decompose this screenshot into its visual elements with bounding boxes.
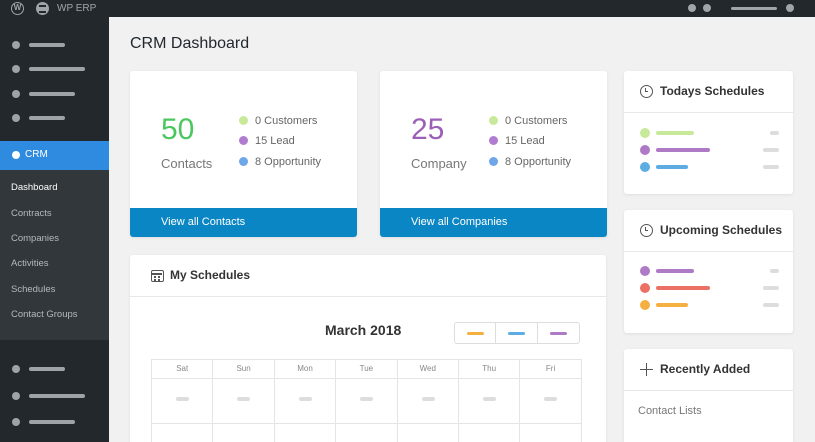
- legend-opportunity: 8 Opportunity: [239, 156, 321, 169]
- submenu-activities[interactable]: Activities: [11, 258, 49, 269]
- legend-customers: 0 Customers: [489, 115, 567, 128]
- todays-schedules-card: Todays Schedules: [624, 71, 793, 194]
- calendar-day-header: Sun: [213, 359, 274, 379]
- calendar-column[interactable]: Mon: [274, 359, 337, 442]
- admin-bar-icon[interactable]: [786, 4, 794, 12]
- admin-bar: W WP ERP: [0, 0, 815, 17]
- recently-added-tab-contact-lists[interactable]: Contact Lists: [638, 405, 702, 417]
- card-title: My Schedules: [170, 268, 251, 282]
- calendar-column[interactable]: Sat: [152, 359, 214, 442]
- calendar-day-header: Fri: [520, 359, 581, 379]
- page-title: CRM Dashboard: [130, 35, 250, 52]
- sidebar-item-crm[interactable]: CRM: [0, 141, 109, 170]
- sidebar-menu-item[interactable]: [12, 65, 92, 73]
- companies-label: Company: [411, 156, 467, 171]
- admin-bar-title[interactable]: WP ERP: [57, 3, 97, 14]
- my-schedules-card: My Schedules March 2018 Sat Sun Mon Tue …: [130, 255, 606, 442]
- sidebar-menu-item[interactable]: [12, 90, 92, 98]
- calendar-day-header: Thu: [459, 359, 520, 379]
- legend-dot-icon: [489, 136, 498, 145]
- sidebar-item-label: CRM: [25, 149, 48, 160]
- calendar-column[interactable]: Sun: [213, 359, 275, 442]
- filter-orange-button[interactable]: [454, 322, 496, 344]
- admin-bar-user[interactable]: [731, 7, 777, 10]
- schedule-item[interactable]: [640, 283, 779, 293]
- schedule-item[interactable]: [640, 145, 779, 155]
- filter-purple-button[interactable]: [538, 322, 580, 344]
- sidebar-menu-item[interactable]: [12, 114, 92, 122]
- card-title: Todays Schedules: [660, 84, 765, 98]
- submenu-schedules[interactable]: Schedules: [11, 284, 56, 295]
- card-title: Upcoming Schedules: [660, 223, 783, 237]
- crm-menu-icon: [12, 151, 20, 159]
- calendar-month-title: March 2018: [325, 322, 402, 338]
- calendar-grid: Sat Sun Mon Tue Wed Thu Fri: [151, 359, 582, 442]
- calendar-icon: [151, 270, 164, 282]
- calendar-day-header: Tue: [336, 359, 397, 379]
- view-all-contacts-button[interactable]: View all Contacts: [130, 208, 357, 237]
- legend-lead: 15 Lead: [239, 135, 295, 148]
- clock-icon: [640, 85, 653, 98]
- sidebar-menu-item[interactable]: [12, 392, 92, 400]
- plus-icon: [640, 363, 653, 376]
- schedule-item[interactable]: [640, 300, 779, 310]
- legend-dot-icon: [239, 136, 248, 145]
- contacts-label: Contacts: [161, 156, 213, 171]
- contacts-count: 50: [161, 113, 195, 146]
- clock-icon: [640, 224, 653, 237]
- calendar-column[interactable]: Tue: [336, 359, 398, 442]
- calendar-column[interactable]: Thu: [459, 359, 521, 442]
- legend-dot-icon: [489, 157, 498, 166]
- card-title: Recently Added: [660, 362, 751, 376]
- sidebar-menu-item[interactable]: [12, 41, 92, 49]
- submenu-dashboard[interactable]: Dashboard: [11, 182, 58, 193]
- card-header: Upcoming Schedules: [624, 210, 793, 252]
- upcoming-schedules-card: Upcoming Schedules: [624, 210, 793, 333]
- calendar-day-header: Sat: [152, 359, 213, 379]
- admin-sidebar: CRM Dashboard Contracts Companies Activi…: [0, 17, 109, 442]
- admin-bar-icon[interactable]: [688, 4, 696, 12]
- sidebar-menu-item[interactable]: [12, 418, 92, 426]
- view-all-companies-button[interactable]: View all Companies: [380, 208, 607, 237]
- schedule-item[interactable]: [640, 266, 779, 276]
- calendar-day-header: Wed: [397, 359, 458, 379]
- legend-dot-icon: [239, 157, 248, 166]
- legend-customers: 0 Customers: [239, 115, 317, 128]
- card-header: My Schedules: [130, 255, 606, 297]
- card-header: Todays Schedules: [624, 71, 793, 113]
- crm-submenu: Dashboard Contracts Companies Activities…: [0, 170, 109, 340]
- legend-dot-icon: [489, 116, 498, 125]
- submenu-contact-groups[interactable]: Contact Groups: [11, 309, 78, 320]
- calendar-column[interactable]: Fri: [520, 359, 582, 442]
- submenu-contracts[interactable]: Contracts: [11, 208, 52, 219]
- companies-count: 25: [411, 113, 445, 146]
- legend-opportunity: 8 Opportunity: [489, 156, 571, 169]
- legend-lead: 15 Lead: [489, 135, 545, 148]
- card-header: Recently Added: [624, 349, 793, 391]
- contacts-card: 50 Contacts 0 Customers 15 Lead 8 Opport…: [130, 71, 357, 237]
- wperp-logo-icon[interactable]: [36, 2, 49, 15]
- calendar-column[interactable]: Wed: [397, 359, 459, 442]
- filter-blue-button[interactable]: [496, 322, 538, 344]
- submenu-companies[interactable]: Companies: [11, 233, 60, 244]
- admin-bar-icon[interactable]: [703, 4, 711, 12]
- legend-dot-icon: [239, 116, 248, 125]
- schedule-item[interactable]: [640, 162, 779, 172]
- sidebar-menu-item[interactable]: [12, 365, 92, 373]
- companies-card: 25 Company 0 Customers 15 Lead 8 Opportu…: [380, 71, 607, 237]
- schedule-item[interactable]: [640, 128, 779, 138]
- recently-added-card: Recently Added Contact Lists: [624, 349, 793, 442]
- wordpress-icon[interactable]: W: [11, 2, 24, 15]
- calendar-day-header: Mon: [274, 359, 336, 379]
